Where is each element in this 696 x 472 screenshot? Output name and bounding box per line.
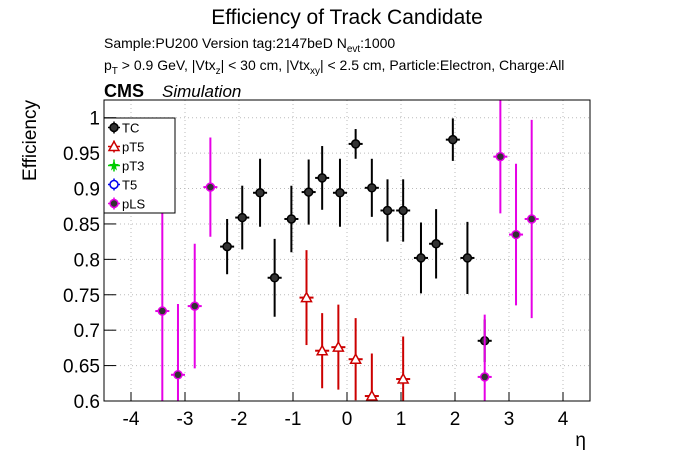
x-axis-label: η xyxy=(575,430,586,451)
marker xyxy=(349,352,362,364)
legend-label: TC xyxy=(122,121,139,136)
marker xyxy=(396,372,410,384)
y-tick-label: 0.7 xyxy=(74,321,100,342)
marker xyxy=(303,187,314,197)
legend: TC pT5 pT3 T5 pLS xyxy=(103,117,176,214)
marker xyxy=(205,182,216,192)
marker xyxy=(416,253,426,263)
subscript: xy xyxy=(310,66,320,77)
marker xyxy=(300,291,313,303)
marker xyxy=(367,183,377,193)
marker xyxy=(173,370,183,380)
info-line: Sample:PU200 Version tag:2147beD Nevt:10… xyxy=(104,35,395,55)
y-tick-label: 1 xyxy=(89,109,100,130)
marker xyxy=(398,205,408,216)
marker xyxy=(365,389,379,401)
experiment: CMS xyxy=(104,81,144,101)
subscript: z xyxy=(216,66,221,77)
legend-marker xyxy=(109,122,119,133)
marker xyxy=(317,173,327,183)
y-tick-label: 0.9 xyxy=(74,180,100,201)
y-tick-label: 0.65 xyxy=(63,357,100,378)
x-tick-label: 2 xyxy=(450,409,461,430)
subscript: T xyxy=(112,66,118,77)
marker xyxy=(448,134,458,145)
marker xyxy=(222,241,232,252)
marker xyxy=(431,239,441,249)
x-tick-label: -1 xyxy=(285,409,302,430)
marker xyxy=(495,151,506,162)
marker xyxy=(269,273,280,283)
marker xyxy=(462,253,473,263)
marker xyxy=(526,214,537,224)
plot-area xyxy=(155,100,539,401)
marker xyxy=(350,139,361,149)
x-tick-label: -4 xyxy=(123,409,140,430)
y-tick-label: 0.85 xyxy=(63,215,100,236)
info-text: > 0.9 GeV, |Vtx xyxy=(118,57,216,73)
info-text: | < 30 cm, |Vtx xyxy=(221,57,310,73)
x-tick-label: 1 xyxy=(396,409,407,430)
y-tick-label: 0.95 xyxy=(63,144,100,165)
grid xyxy=(104,100,590,402)
legend-marker xyxy=(109,160,119,171)
marker xyxy=(189,301,200,311)
y-axis-label: Efficiency xyxy=(20,100,41,181)
marker xyxy=(286,214,297,224)
marker xyxy=(255,188,265,198)
legend-marker xyxy=(109,179,119,190)
axes: -4 -3 -2 -1 0 1 2 3 4 0.6 0.65 0.7 0.75 0.8 0.85 0.9 0.9… xyxy=(63,109,569,430)
marker xyxy=(157,306,168,316)
subscript: evt xyxy=(347,44,361,55)
marker xyxy=(335,188,345,198)
info-text: p xyxy=(104,57,112,73)
chart-title: Efficiency of Track Candidate xyxy=(211,6,483,29)
y-tick-label: 0.8 xyxy=(74,250,100,271)
x-tick-label: -3 xyxy=(177,409,194,430)
legend-label: T5 xyxy=(122,178,137,193)
x-tick-label: 3 xyxy=(504,409,515,430)
legend-label: pT5 xyxy=(122,140,144,155)
info-line: pT > 0.9 GeV, |Vtxz| < 30 cm, |Vtxxy| < … xyxy=(104,57,564,77)
marker xyxy=(511,229,521,240)
x-tick-label: 0 xyxy=(342,409,353,430)
legend-label: pLS xyxy=(122,197,145,212)
legend-marker xyxy=(107,139,121,152)
marker xyxy=(315,344,329,356)
marker xyxy=(382,205,393,216)
x-tick-label: -2 xyxy=(231,409,248,430)
legend-label: pT3 xyxy=(122,159,144,174)
info-text: | < 2.5 cm, Particle:Electron, Charge:Al… xyxy=(320,57,564,73)
frame xyxy=(103,99,591,402)
info-text: Sample:PU200 Version tag:2147beD N xyxy=(104,35,347,51)
info-text: :1000 xyxy=(360,35,395,51)
marker xyxy=(237,212,247,223)
x-tick-label: 4 xyxy=(558,409,569,430)
legend-marker xyxy=(109,198,119,209)
y-tick-label: 0.75 xyxy=(63,286,100,307)
y-tick-label: 0.6 xyxy=(74,392,100,413)
experiment-note: Simulation xyxy=(162,82,241,101)
marker xyxy=(479,372,490,382)
marker xyxy=(332,340,345,352)
